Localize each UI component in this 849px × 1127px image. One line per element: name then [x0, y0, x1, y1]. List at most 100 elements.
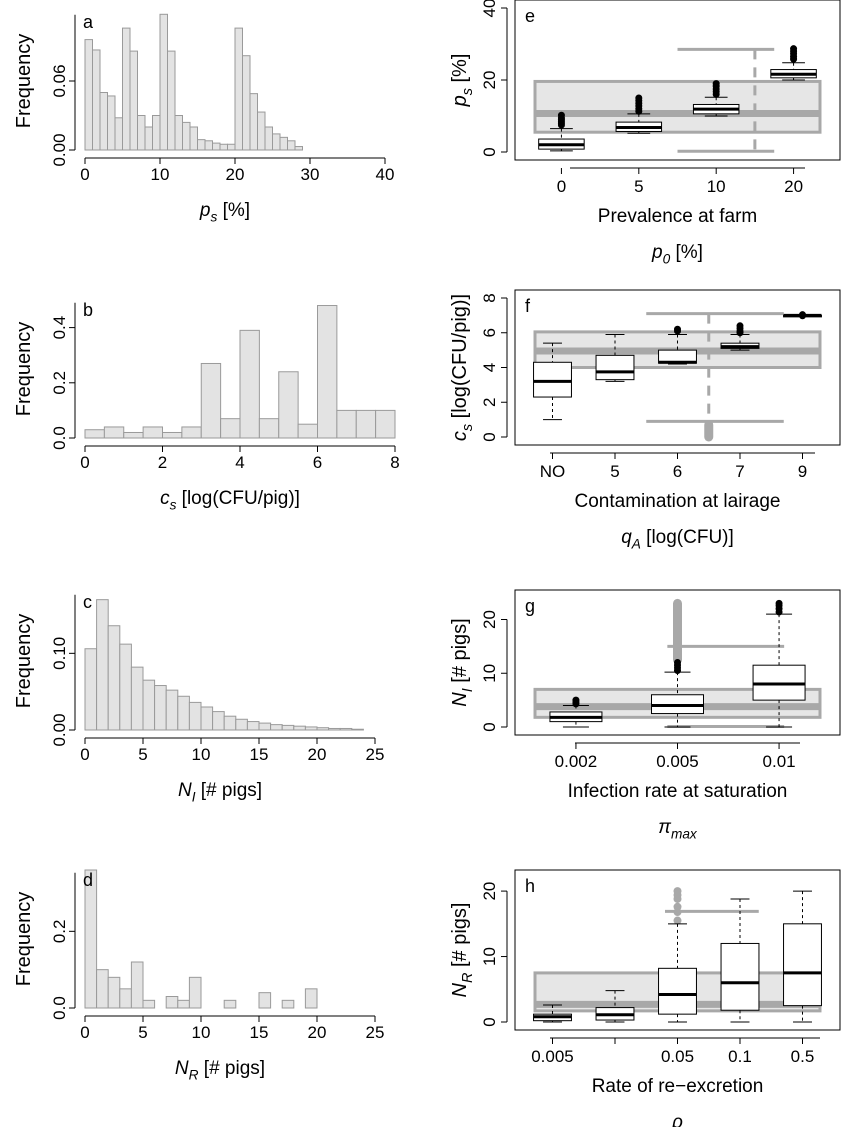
- histogram-bar: [223, 715, 237, 731]
- x-axis-label: cs [log(CFU/pig)]: [160, 488, 300, 513]
- x-axis-label: NI [# pigs]: [178, 780, 262, 805]
- histogram-bar: [188, 976, 202, 1009]
- x-tick-label: 0.1: [728, 1047, 752, 1066]
- y-tick-label: 0.00: [50, 133, 69, 166]
- plot-frame: [514, 0, 841, 161]
- histogram-bar: [142, 999, 156, 1009]
- parameter-label: ρ: [671, 1112, 683, 1127]
- x-tick-label: 0: [80, 1023, 89, 1042]
- histogram-bar: [249, 93, 258, 151]
- box-0: [549, 696, 603, 728]
- histogram-bar: [239, 329, 260, 439]
- y-tick-label: 10: [480, 947, 499, 966]
- y-tick-label: 20: [480, 71, 499, 90]
- y-tick-label: 2: [480, 398, 499, 407]
- y-axis-label: NR [# pigs]: [449, 903, 476, 998]
- x-tick-label: 40: [376, 165, 395, 184]
- y-axis-label: Frequency: [13, 34, 35, 129]
- box-1: [595, 333, 635, 382]
- outlier-point: [635, 94, 643, 102]
- histogram-bar: [174, 115, 183, 151]
- histogram-bar: [130, 961, 144, 1009]
- histogram-bar: [294, 146, 303, 151]
- box-1: [615, 94, 663, 134]
- histogram-bar: [189, 126, 198, 151]
- x-tick-label: 0.005: [531, 1047, 574, 1066]
- histogram-bar: [272, 133, 281, 151]
- outlier-point: [790, 45, 798, 53]
- histogram-bar: [123, 431, 144, 439]
- x-tick-label: 0.005: [656, 752, 699, 771]
- histogram-panel-d: 0 5 10 15 20 25 0.0 0.2 Frequency NR [# pigs] d: [13, 869, 385, 1083]
- x-tick-label: 6: [313, 453, 322, 472]
- box-iqr: [783, 923, 822, 1007]
- histogram-panel-a: 0 10 20 30 40 0.00 0.06 Frequency ps [%] a: [13, 12, 394, 225]
- x-tick-label: 4: [235, 453, 244, 472]
- x-tick-label: 0.002: [555, 752, 598, 771]
- x-tick-label: 0: [80, 745, 89, 764]
- histogram-bar: [304, 988, 318, 1009]
- x-tick-label: 25: [366, 1023, 385, 1042]
- y-axis-label: Frequency: [13, 614, 35, 709]
- x-tick-label: 5: [138, 745, 147, 764]
- x-tick-label: 20: [226, 165, 245, 184]
- panel-letter: a: [83, 12, 94, 32]
- x-tick-label: 0: [80, 165, 89, 184]
- histogram-bar: [336, 409, 357, 439]
- x-tick-label: 30: [301, 165, 320, 184]
- histogram-bar: [200, 706, 214, 731]
- x-tick-label: 6: [673, 462, 682, 481]
- histogram-bar: [122, 27, 131, 151]
- histogram-bar: [167, 50, 176, 151]
- histogram-panel-b: 0 2 4 6 8 0.0 0.2 0.4 Frequency cs [log(CFU/pig)]…: [13, 300, 400, 513]
- histogram-bar: [197, 139, 206, 151]
- outlier-point: [674, 325, 681, 333]
- histogram-bar: [129, 50, 138, 151]
- histogram-bar: [165, 689, 179, 731]
- y-tick-label: 6: [480, 328, 499, 337]
- box-0: [533, 1004, 572, 1023]
- histogram-bar: [103, 426, 125, 439]
- y-tick-label: 20: [480, 610, 499, 629]
- box-1: [651, 659, 704, 728]
- histogram-bar: [144, 126, 153, 151]
- y-axis-label: NI [# pigs]: [449, 618, 476, 707]
- y-tick-label: 8: [480, 293, 499, 302]
- histogram-bar: [159, 13, 168, 151]
- histogram-bar: [258, 722, 272, 731]
- x-tick-label: 5: [138, 1023, 147, 1042]
- histogram-bar: [130, 666, 144, 731]
- y-tick-label: 10: [480, 664, 499, 683]
- histogram-panel-c: 0 5 10 15 20 25 0.00 0.10 Frequency NI [# pigs] c: [13, 592, 384, 805]
- histogram-bar: [287, 140, 296, 151]
- y-tick-label: 0: [480, 432, 499, 441]
- histogram-bar: [137, 115, 146, 151]
- histogram-bar: [177, 695, 190, 731]
- histogram-bar: [182, 121, 191, 151]
- box-iqr: [533, 361, 572, 398]
- x-tick-label: 7: [735, 462, 744, 481]
- x-tick-label: 15: [250, 1023, 269, 1042]
- outlier-point: [775, 599, 783, 607]
- box-3: [770, 45, 817, 81]
- box-3: [720, 322, 760, 351]
- histogram-bar: [242, 55, 251, 151]
- histogram-bar: [96, 599, 109, 731]
- x-axis-label: Prevalence at farm: [598, 206, 757, 227]
- histogram-bar: [316, 727, 330, 731]
- histogram-bar: [281, 999, 295, 1009]
- y-axis-label: ps [%]: [449, 54, 476, 108]
- histogram-bar: [264, 126, 273, 151]
- y-tick-label: 0.2: [50, 371, 69, 395]
- histogram-bar: [119, 643, 132, 731]
- y-tick-label: 0.10: [50, 637, 69, 670]
- box-2: [658, 923, 697, 1023]
- plot-frame: [514, 869, 841, 1031]
- x-tick-label: 0.01: [763, 752, 796, 771]
- parameter-label: p0 [%]: [651, 242, 703, 267]
- x-axis-label: ps [%]: [199, 200, 250, 225]
- box-2: [752, 599, 806, 728]
- panel-letter: e: [525, 6, 535, 26]
- boxplot-panel-e: 0 20 40 ps [%] 0 5 10 20 Prevalence at farm p0 [%…: [449, 0, 841, 267]
